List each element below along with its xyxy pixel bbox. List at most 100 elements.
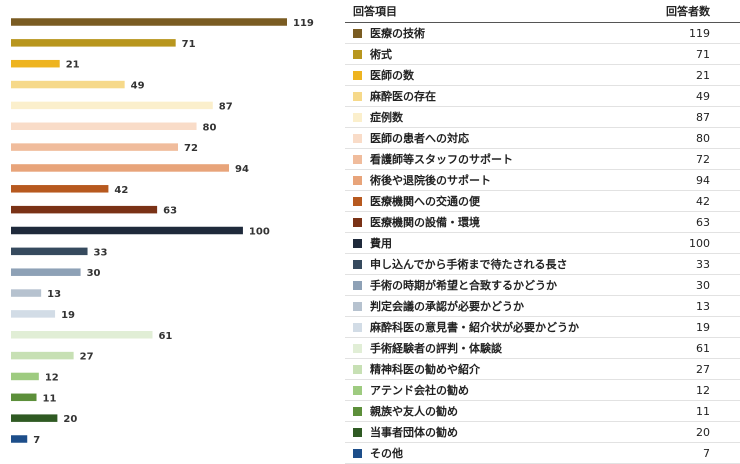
legend-item: 当事者団体の勧め [345,421,640,443]
legend-count: 72 [639,148,740,170]
legend-label: その他 [370,447,403,460]
bar [11,435,28,443]
legend-count: 100 [639,232,740,254]
legend-count: 71 [639,43,740,65]
legend-count: 94 [639,169,740,191]
bar [11,59,60,68]
legend-swatch [353,302,362,311]
bar [11,226,243,235]
legend-label: 麻酔科医の意見書・紹介状が必要かどうか [370,321,579,334]
bar [11,289,42,297]
bar [11,39,176,47]
legend-count: 30 [639,274,740,296]
legend-swatch [353,155,362,164]
bar-value-label: 87 [219,101,233,112]
legend-item: 症例数 [345,106,640,128]
legend-swatch [353,281,362,290]
legend-item: 麻酔医の存在 [345,85,640,107]
legend-row: 術後や退院後のサポート 94 [345,169,740,191]
legend-item: 手術の時期が希望と合致するかどうか [345,274,640,296]
legend-swatch [353,71,362,80]
bar [11,351,74,360]
legend-swatch [353,134,362,143]
column-header-item: 回答項目 [345,0,640,23]
legend-label: 医療の技術 [370,27,425,40]
legend-label: 麻酔医の存在 [370,90,436,103]
legend-row: 手術経験者の評判・体験談 61 [345,337,740,359]
legend-item: 麻酔科医の意見書・紹介状が必要かどうか [345,316,640,338]
bar [11,268,81,276]
legend-row: 看護師等スタッフのサポート 72 [345,148,740,170]
legend-count: 49 [639,85,740,107]
legend-swatch [353,113,362,122]
legend-row: 判定会議の承認が必要かどうか 13 [345,295,740,317]
legend-count: 61 [639,337,740,359]
legend-label: 手術経験者の評判・体験談 [370,342,502,355]
bar [11,393,37,402]
bar-value-label: 119 [293,18,314,29]
legend-row: その他 7 [345,442,740,464]
bar-value-label: 80 [203,122,217,133]
legend-label: 手術の時期が希望と合致するかどうか [370,279,557,292]
legend-row: 麻酔医の存在 49 [345,85,740,107]
legend-item: 精神科医の勧めや紹介 [345,358,640,380]
legend-count: 119 [639,22,740,44]
legend-count: 27 [639,358,740,380]
legend-row: 医療機関への交通の便 42 [345,190,740,212]
legend-swatch [353,92,362,101]
legend-row: 当事者団体の勧め 20 [345,421,740,443]
legend-item: その他 [345,442,640,464]
legend-count: 33 [639,253,740,275]
legend-label: アテンド会社の勧め [370,384,469,397]
legend-count: 13 [639,295,740,317]
bar [11,143,178,151]
legend-row: 医療機関の設備・環境 63 [345,211,740,233]
legend-item: 術後や退院後のサポート [345,169,640,191]
legend-item: アテンド会社の勧め [345,379,640,401]
legend-swatch [353,449,362,458]
bar [11,331,153,339]
legend-count: 19 [639,316,740,338]
legend-row: 費用 100 [345,232,740,254]
legend-row: 親族や友人の勧め 11 [345,400,740,422]
legend-count: 42 [639,190,740,212]
bar-value-label: 71 [182,39,196,50]
legend-header-row: 回答項目 回答者数 [345,0,740,23]
bar-value-label: 49 [131,81,145,92]
legend-row: 医師の数 21 [345,64,740,86]
bar-value-label: 27 [80,352,94,363]
bar [11,18,287,26]
bar-value-label: 94 [235,164,249,175]
legend-item: 費用 [345,232,640,254]
legend-label: 判定会議の承認が必要かどうか [370,300,524,313]
legend-label: 看護師等スタッフのサポート [370,153,513,166]
legend-label: 当事者団体の勧め [370,426,458,439]
bar [11,372,39,381]
legend-item: 術式 [345,43,640,65]
legend-count: 20 [639,421,740,443]
bar-value-label: 13 [47,289,61,300]
bar-value-label: 63 [163,206,177,217]
legend-item: 申し込んでから手術まで待たされる長さ [345,253,640,275]
legend-label: 医師の数 [370,69,414,82]
legend-row: 医師の患者への対応 80 [345,127,740,149]
legend-label: 親族や友人の勧め [370,405,458,418]
legend-label: 精神科医の勧めや紹介 [370,363,480,376]
legend-swatch [353,407,362,416]
legend-item: 医療の技術 [345,22,640,44]
bar-value-label: 20 [63,414,77,425]
legend-row: 手術の時期が希望と合致するかどうか 30 [345,274,740,296]
legend-swatch [353,386,362,395]
legend-row: 麻酔科医の意見書・紹介状が必要かどうか 19 [345,316,740,338]
legend-swatch [353,344,362,353]
legend-count: 7 [639,442,740,464]
legend-swatch [353,239,362,248]
bar-value-label: 12 [45,372,59,383]
legend-swatch [353,218,362,227]
bar [11,80,125,89]
legend-item: 看護師等スタッフのサポート [345,148,640,170]
legend-count: 80 [639,127,740,149]
legend-label: 医療機関への交通の便 [370,195,480,208]
legend-item: 医師の患者への対応 [345,127,640,149]
legend-swatch [353,260,362,269]
